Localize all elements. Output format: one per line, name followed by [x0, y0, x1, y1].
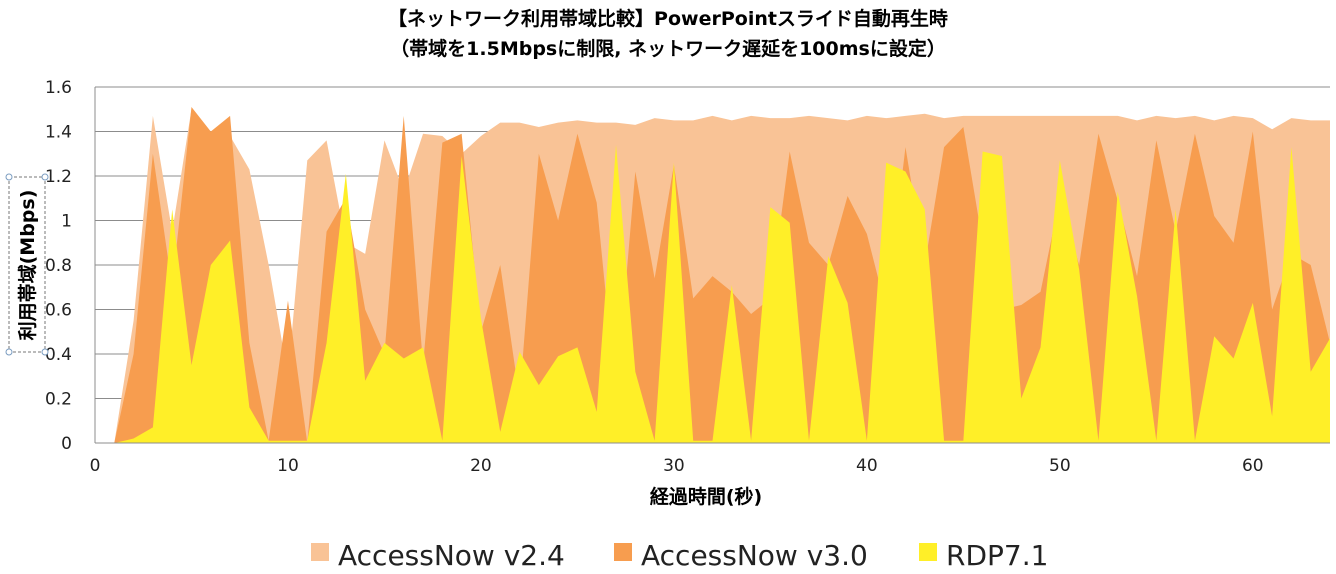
x-tick-labels: 0 10 20 30 40 50 60	[90, 456, 1264, 476]
y-axis-label: 利用帯域(Mbps)	[16, 190, 39, 341]
axes	[94, 87, 1330, 444]
x-tick-label: 60	[1242, 456, 1264, 476]
x-tick-label: 50	[1049, 456, 1071, 476]
y-tick-label: 0.8	[45, 256, 72, 276]
y-tick-label: 1.6	[45, 78, 72, 98]
legend-label-2: RDP7.1	[946, 539, 1048, 572]
chart-title: 【ネットワーク利用帯域比較】PowerPointスライド自動再生時	[388, 7, 948, 30]
chart-subtitle: （帯域を1.5Mbpsに制限, ネットワーク遅延を100msに設定）	[390, 37, 946, 60]
legend-swatch-2	[919, 543, 937, 561]
x-tick-label: 30	[663, 456, 685, 476]
plot-area	[114, 107, 1330, 444]
legend-label-1: AccessNow v3.0	[641, 539, 868, 572]
y-axis-label-frame[interactable]: 利用帯域(Mbps)	[5, 173, 49, 356]
y-tick-label: 1.4	[45, 123, 72, 143]
x-tick-label: 0	[90, 456, 101, 476]
y-tick-label: 0.2	[45, 390, 72, 410]
legend: AccessNow v2.4 AccessNow v3.0 RDP7.1	[311, 539, 1048, 572]
y-tick-label: 1.2	[45, 167, 72, 187]
x-tick-label: 40	[856, 456, 878, 476]
x-axis-label: 経過時間(秒)	[650, 485, 762, 508]
series-area-2	[114, 144, 1330, 443]
y-tick-label: 0	[61, 434, 72, 454]
legend-label-0: AccessNow v2.4	[338, 539, 565, 572]
x-tick-label: 10	[277, 456, 299, 476]
y-tick-label: 0.4	[45, 345, 72, 365]
y-tick-label: 0.6	[45, 301, 72, 321]
y-tick-label: 1	[61, 212, 72, 232]
legend-swatch-0	[311, 543, 329, 561]
y-tick-labels: 0 0.2 0.4 0.6 0.8 1 1.2 1.4 1.6	[45, 78, 72, 454]
legend-swatch-1	[614, 543, 632, 561]
x-tick-label: 20	[470, 456, 492, 476]
